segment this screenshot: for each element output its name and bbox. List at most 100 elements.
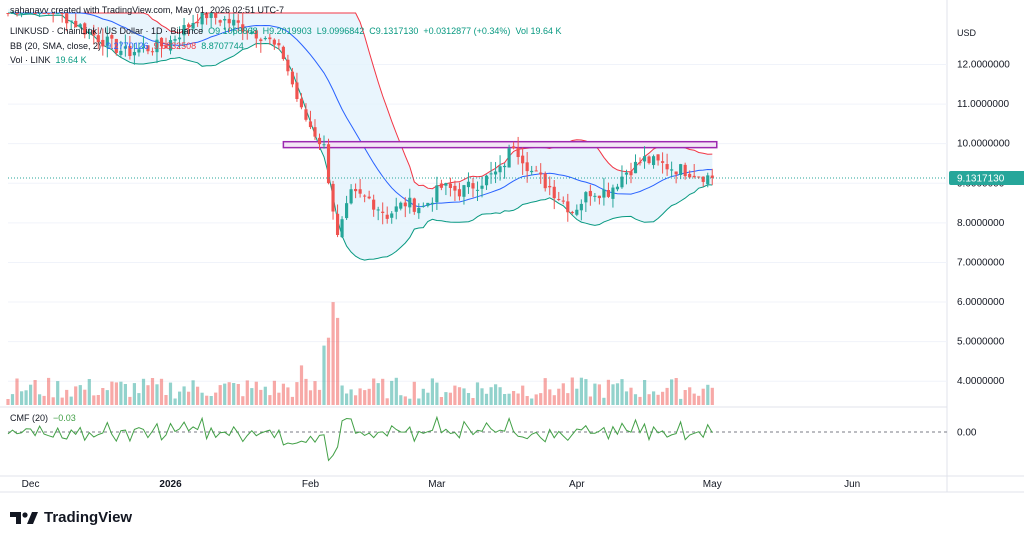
- candle[interactable]: [399, 201, 403, 211]
- candle[interactable]: [489, 161, 493, 184]
- candle[interactable]: [385, 206, 389, 224]
- candle[interactable]: [114, 38, 118, 56]
- candle[interactable]: [688, 170, 692, 179]
- candle[interactable]: [281, 45, 285, 61]
- candle[interactable]: [83, 22, 87, 39]
- candle[interactable]: [498, 155, 502, 181]
- candle[interactable]: [710, 168, 714, 186]
- candle[interactable]: [363, 194, 367, 203]
- candle[interactable]: [462, 184, 466, 205]
- candle[interactable]: [241, 13, 245, 41]
- candle[interactable]: [173, 35, 177, 45]
- candle[interactable]: [277, 39, 281, 50]
- candle[interactable]: [579, 199, 583, 221]
- candle[interactable]: [426, 202, 430, 208]
- candle[interactable]: [408, 188, 412, 214]
- candle[interactable]: [272, 38, 276, 50]
- candle[interactable]: [182, 17, 186, 47]
- candle[interactable]: [317, 133, 322, 150]
- candle[interactable]: [566, 193, 570, 222]
- candle[interactable]: [128, 35, 132, 60]
- candle[interactable]: [196, 13, 200, 27]
- candle[interactable]: [263, 36, 267, 41]
- candle[interactable]: [65, 13, 69, 32]
- candle[interactable]: [159, 37, 164, 58]
- candle[interactable]: [358, 178, 362, 198]
- candle[interactable]: [10, 11, 15, 14]
- candle[interactable]: [390, 211, 394, 224]
- candle[interactable]: [539, 163, 543, 184]
- candle[interactable]: [543, 171, 547, 192]
- candle[interactable]: [205, 13, 209, 25]
- candle[interactable]: [60, 13, 64, 23]
- candle[interactable]: [200, 13, 204, 33]
- candle[interactable]: [679, 163, 683, 180]
- candle[interactable]: [69, 20, 73, 30]
- candle[interactable]: [444, 182, 448, 196]
- candle[interactable]: [295, 72, 299, 102]
- cmf-legend[interactable]: CMF (20) −0.03: [10, 413, 76, 423]
- candle[interactable]: [620, 165, 624, 189]
- candle[interactable]: [642, 146, 647, 169]
- candle[interactable]: [412, 197, 416, 215]
- candle[interactable]: [593, 192, 597, 202]
- candle[interactable]: [435, 176, 439, 210]
- candle[interactable]: [268, 33, 272, 45]
- candle[interactable]: [250, 27, 254, 35]
- candle[interactable]: [453, 180, 457, 201]
- candle[interactable]: [19, 13, 24, 18]
- candle[interactable]: [209, 13, 213, 28]
- candle[interactable]: [191, 14, 195, 32]
- candle[interactable]: [313, 119, 317, 140]
- candle[interactable]: [516, 136, 520, 165]
- candle[interactable]: [439, 179, 443, 191]
- candle[interactable]: [119, 40, 123, 58]
- candle[interactable]: [624, 169, 629, 185]
- candle[interactable]: [588, 184, 592, 206]
- candle[interactable]: [87, 28, 91, 40]
- candle[interactable]: [299, 93, 304, 110]
- candle[interactable]: [304, 103, 308, 122]
- candle[interactable]: [227, 13, 231, 33]
- candle[interactable]: [602, 177, 606, 206]
- candle[interactable]: [74, 13, 78, 28]
- candle[interactable]: [430, 197, 434, 212]
- candle[interactable]: [557, 191, 561, 201]
- candle[interactable]: [335, 204, 340, 238]
- candle[interactable]: [493, 162, 498, 184]
- candle[interactable]: [692, 164, 696, 179]
- candle[interactable]: [15, 13, 19, 17]
- candle[interactable]: [552, 179, 556, 210]
- candle[interactable]: [403, 197, 407, 218]
- bb-legend[interactable]: BB (20, SMA, close, 2) 9.2770126 9.68325…: [10, 41, 244, 51]
- candle[interactable]: [56, 13, 60, 14]
- candle[interactable]: [78, 23, 82, 29]
- candle[interactable]: [236, 14, 240, 32]
- candle[interactable]: [259, 37, 263, 53]
- candle[interactable]: [448, 177, 452, 197]
- candle[interactable]: [232, 13, 236, 36]
- candle[interactable]: [376, 206, 380, 221]
- tradingview-logo[interactable]: TradingView: [10, 509, 132, 526]
- candle[interactable]: [123, 34, 127, 57]
- candle[interactable]: [33, 12, 37, 14]
- candle[interactable]: [218, 19, 222, 27]
- candle[interactable]: [164, 37, 168, 49]
- candle[interactable]: [38, 13, 42, 18]
- candle[interactable]: [606, 182, 610, 199]
- candle[interactable]: [480, 176, 484, 198]
- candle[interactable]: [290, 67, 294, 88]
- candle[interactable]: [674, 171, 678, 184]
- candle[interactable]: [615, 183, 620, 192]
- candle[interactable]: [701, 176, 705, 187]
- candle[interactable]: [47, 13, 51, 15]
- candle[interactable]: [223, 15, 227, 31]
- candle[interactable]: [570, 210, 574, 215]
- candle[interactable]: [308, 110, 313, 130]
- candle[interactable]: [28, 13, 33, 15]
- candle[interactable]: [457, 182, 462, 201]
- candle[interactable]: [354, 183, 358, 199]
- candle[interactable]: [507, 144, 511, 168]
- candle[interactable]: [394, 197, 398, 220]
